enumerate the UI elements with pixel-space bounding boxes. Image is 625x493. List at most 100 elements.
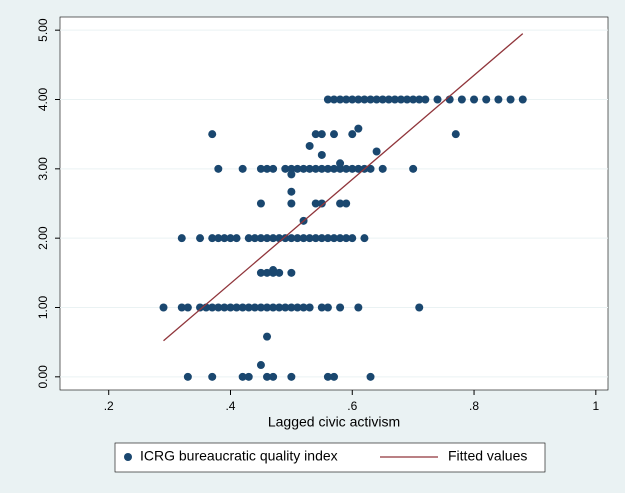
point [470, 95, 479, 104]
point [269, 266, 278, 275]
point [354, 164, 363, 173]
point [482, 95, 491, 104]
point [256, 199, 265, 208]
point [336, 95, 345, 104]
point [263, 268, 272, 277]
point [396, 95, 405, 104]
point [299, 234, 308, 243]
point [287, 268, 296, 277]
x-tick-label: .6 [347, 399, 357, 413]
point [256, 234, 265, 243]
point [177, 234, 186, 243]
point [293, 164, 302, 173]
point [287, 199, 296, 208]
point [214, 164, 223, 173]
point [287, 170, 296, 179]
legend [114, 442, 546, 473]
point [384, 95, 393, 104]
point [196, 234, 205, 243]
point [299, 164, 308, 173]
point [457, 95, 466, 104]
point [214, 234, 223, 243]
point [409, 95, 418, 104]
point [299, 303, 308, 312]
point [415, 303, 424, 312]
point [269, 372, 278, 381]
point [244, 372, 253, 381]
point [366, 372, 375, 381]
point [323, 303, 332, 312]
x-tick-label: .8 [469, 399, 479, 413]
point [342, 164, 351, 173]
point [336, 159, 345, 168]
point [281, 164, 290, 173]
y-tick-label: 5.00 [36, 18, 50, 42]
point [336, 199, 345, 208]
point [330, 234, 338, 243]
point [196, 303, 205, 312]
point [348, 130, 357, 139]
fitted-line [163, 33, 524, 342]
point [311, 199, 320, 208]
point [378, 164, 387, 173]
point [275, 303, 284, 312]
point [336, 164, 345, 173]
point [269, 234, 278, 243]
point [330, 95, 338, 104]
point [293, 234, 302, 243]
point [281, 234, 290, 243]
point [226, 303, 235, 312]
point [281, 303, 290, 312]
point [263, 303, 272, 312]
point [256, 268, 265, 277]
point [323, 234, 332, 243]
point [244, 303, 253, 312]
point [263, 372, 272, 381]
point [323, 164, 332, 173]
point [220, 303, 229, 312]
legend-label: Fitted values [448, 448, 527, 464]
x-tick-label: .2 [104, 399, 114, 413]
point [305, 234, 314, 243]
point [506, 95, 515, 104]
point [378, 95, 387, 104]
point [232, 303, 241, 312]
point [354, 95, 363, 104]
point [287, 303, 296, 312]
point [372, 147, 381, 156]
point [208, 234, 217, 243]
point [244, 234, 253, 243]
point [317, 303, 326, 312]
point [342, 95, 351, 104]
point [354, 303, 363, 312]
legend-label: ICRG bureaucratic quality index [140, 448, 338, 464]
point [311, 234, 320, 243]
point [433, 95, 442, 104]
point [336, 303, 345, 312]
point [421, 95, 430, 104]
point [256, 361, 265, 370]
y-tick-label: 2.00 [36, 226, 50, 250]
point [159, 303, 168, 312]
point [177, 303, 186, 312]
legend-marker [124, 453, 132, 461]
point [415, 95, 424, 104]
point [317, 234, 326, 243]
point [305, 164, 314, 173]
point [360, 234, 369, 243]
point [366, 164, 375, 173]
plot-area [59, 16, 609, 391]
point [208, 372, 217, 381]
point [208, 303, 217, 312]
y-tick-label: 0.00 [36, 365, 50, 389]
point [494, 95, 503, 104]
point [354, 124, 363, 133]
point [305, 303, 314, 312]
point [317, 199, 326, 208]
x-axis-label: Lagged civic activism [268, 414, 400, 430]
point [238, 303, 247, 312]
point [250, 234, 259, 243]
point [330, 372, 338, 381]
x-tick-label: .4 [225, 399, 235, 413]
